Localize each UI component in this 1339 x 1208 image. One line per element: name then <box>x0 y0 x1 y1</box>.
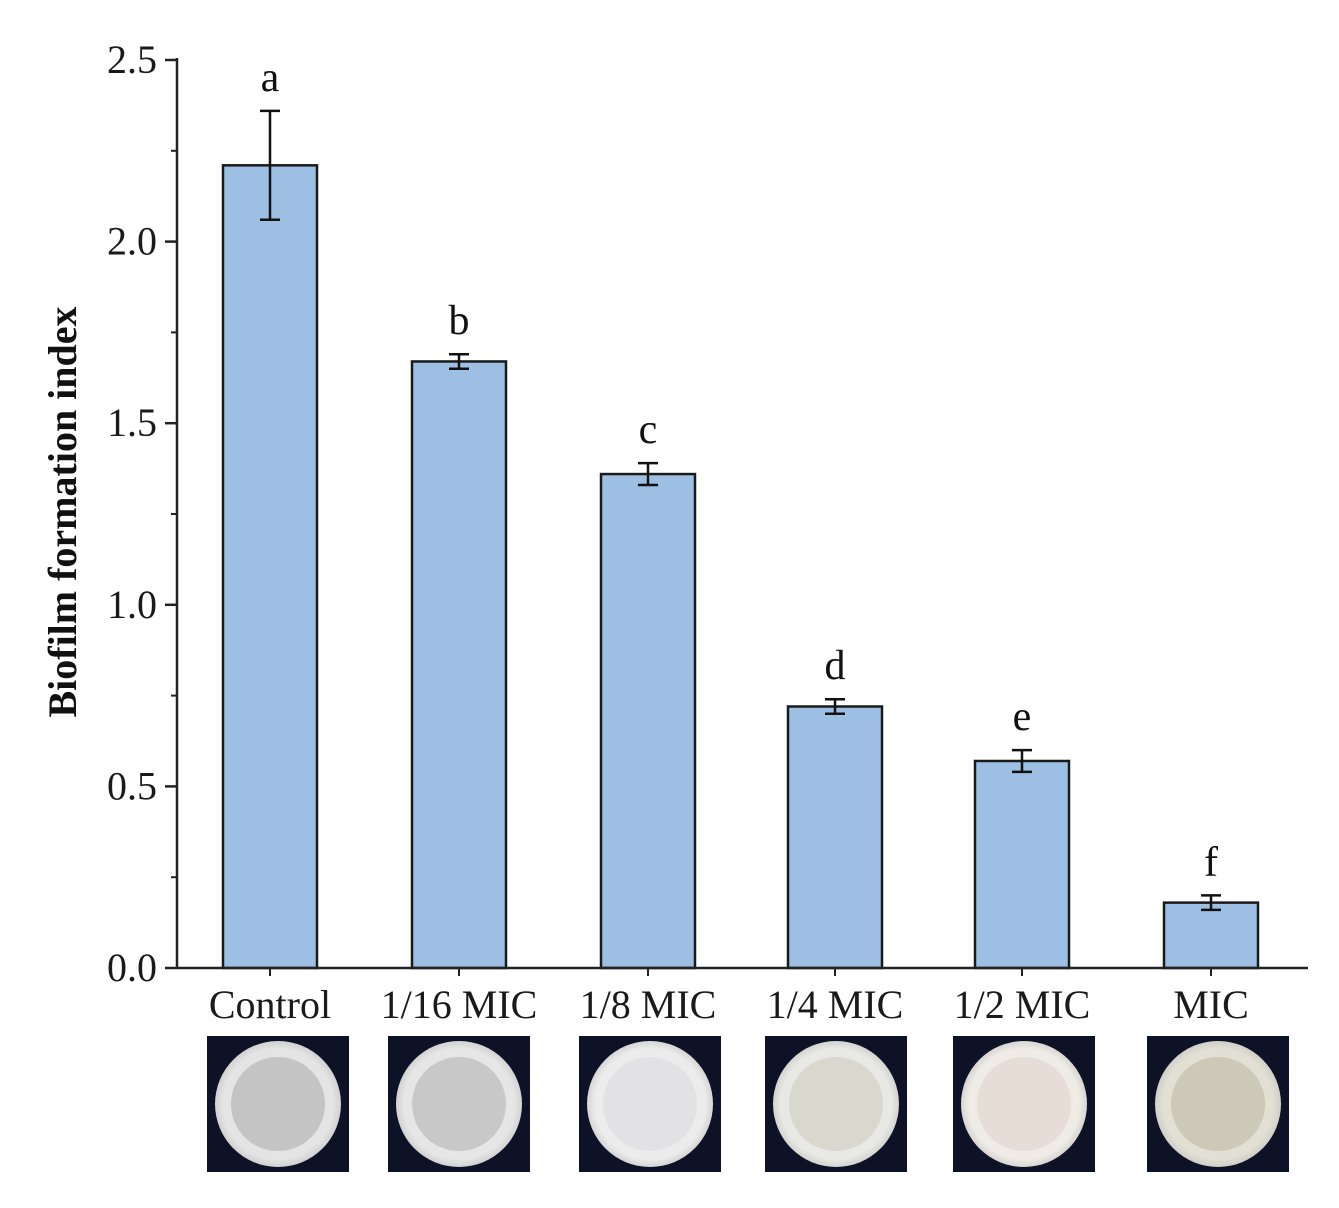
significance-letter-2: c <box>639 407 658 453</box>
error-bars-layer <box>260 109 1221 912</box>
y-tick-label-1: 0.5 <box>107 763 157 808</box>
bar-0 <box>221 164 319 970</box>
y-ticks-layer: 0.0 0.5 1.0 1.5 2.0 2.5 <box>107 37 177 990</box>
error-bar-4 <box>1012 748 1032 774</box>
well-biofilm <box>412 1057 506 1151</box>
well-biofilm <box>789 1057 883 1151</box>
well-photo-3 <box>765 1036 907 1172</box>
error-bar-3 <box>825 697 845 716</box>
error-bar-0 <box>260 109 280 222</box>
well-biofilm <box>1171 1057 1265 1151</box>
well-biofilm <box>977 1057 1071 1151</box>
bar-5 <box>1162 901 1260 970</box>
x-labels-layer: Control 1/16 MIC 1/8 MIC 1/4 MIC 1/2 MIC MIC <box>209 982 1249 1027</box>
well-photo-2 <box>579 1036 721 1172</box>
bar-4 <box>973 759 1071 970</box>
bar-3 <box>786 705 884 970</box>
well-photo-1 <box>388 1036 530 1172</box>
axes-layer <box>175 58 1308 976</box>
well-photo-5 <box>1147 1036 1289 1172</box>
x-tick-label-4: 1/2 MIC <box>954 982 1091 1027</box>
y-tick-label-0: 0.0 <box>107 945 157 990</box>
bar-1 <box>410 360 508 970</box>
x-tick-label-5: MIC <box>1173 982 1249 1027</box>
significance-letter-5: f <box>1204 839 1218 885</box>
x-tick-label-2: 1/8 MIC <box>580 982 717 1027</box>
bar-2 <box>599 472 697 970</box>
error-bar-2 <box>638 461 658 487</box>
bars-layer <box>221 164 1260 970</box>
significance-letters-layer: a b c d e f <box>261 55 1218 886</box>
y-axis-label: Biofilm formation index <box>40 306 85 717</box>
error-bar-1 <box>449 352 469 370</box>
significance-letter-1: b <box>449 298 470 344</box>
x-tick-label-3: 1/4 MIC <box>767 982 904 1027</box>
significance-letter-0: a <box>261 55 280 101</box>
y-tick-label-2: 1.0 <box>107 582 157 627</box>
well-photo-0 <box>207 1036 349 1172</box>
well-photo-4 <box>953 1036 1095 1172</box>
y-tick-label-4: 2.0 <box>107 219 157 264</box>
significance-letter-4: e <box>1013 694 1032 740</box>
error-bar-5 <box>1201 894 1221 912</box>
x-tick-label-0: Control <box>209 982 331 1027</box>
well-biofilm <box>603 1057 697 1151</box>
y-tick-label-5: 2.5 <box>107 37 157 82</box>
y-tick-label-3: 1.5 <box>107 400 157 445</box>
significance-letter-3: d <box>825 643 846 689</box>
well-biofilm <box>231 1057 325 1151</box>
x-tick-label-1: 1/16 MIC <box>381 982 538 1027</box>
